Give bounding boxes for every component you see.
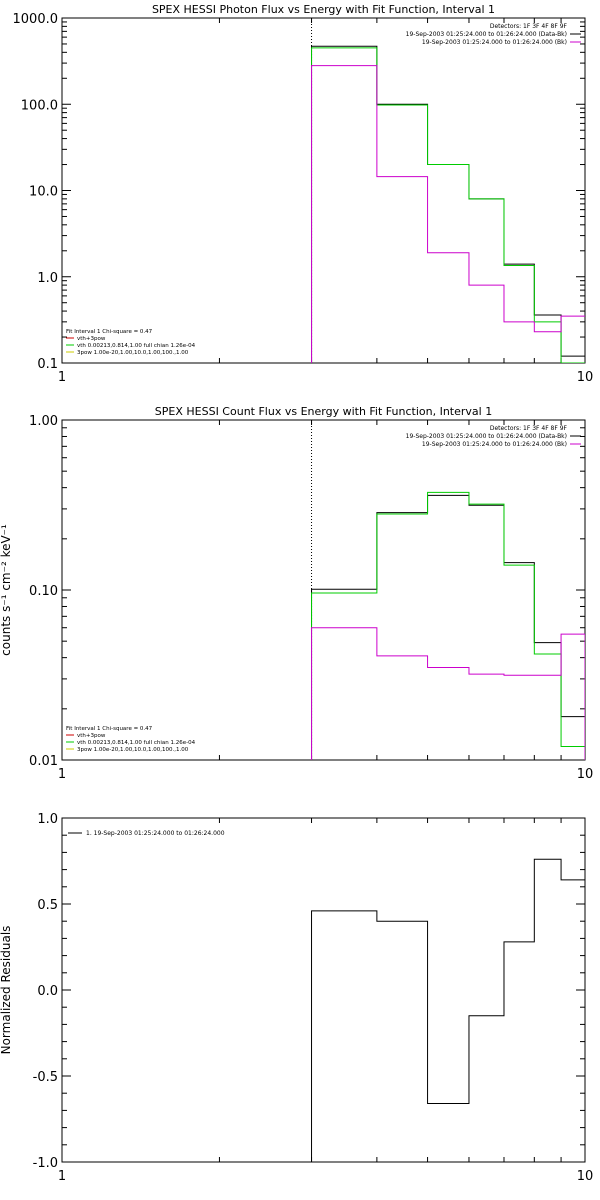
y-tick-label: 0.0 xyxy=(37,984,58,999)
y-tick-label: 0.5 xyxy=(37,898,58,913)
y-tick-label: 0.1 xyxy=(37,357,58,372)
legend-entry: Fit Interval 1 Chi-square = 0.47 xyxy=(66,329,153,335)
legend-entry: 3pow 1.00e-20,1.00,10.0,1.00,100.,1.00 xyxy=(77,747,189,753)
panel-1: SPEX HESSI Photon Flux vs Energy with Fi… xyxy=(13,3,594,385)
legend-entry: vth 0.00213,0.814,1.00 full chian 1.26e-… xyxy=(77,740,196,746)
legend-entry: Detectors: 1F 3F 4F 8F 9F xyxy=(490,23,568,30)
legend-entry: vth+3pow xyxy=(77,336,106,342)
series-1-line xyxy=(311,858,585,1162)
y-tick-label: 1.0 xyxy=(37,271,58,286)
chart-title: SPEX HESSI Count Flux vs Energy with Fit… xyxy=(155,405,492,418)
x-tick-label: 10 xyxy=(577,767,594,782)
series-3-line xyxy=(311,65,585,363)
plot-frame xyxy=(61,17,586,364)
y-axis-label: Normalized Residuals xyxy=(0,926,13,1055)
y-tick-label: 1.0 xyxy=(37,812,58,827)
y-tick-label: -1.0 xyxy=(33,1156,58,1171)
legend-entry: 19-Sep-2003 01:25:24.000 to 01:26:24.000… xyxy=(406,433,567,440)
series-3-line xyxy=(311,627,585,760)
panel-2: SPEX HESSI Count Flux vs Energy with Fit… xyxy=(0,405,593,782)
series-2-line xyxy=(311,47,585,363)
legend-entry: 3pow 1.00e-20,1.00,10.0,1.00,100.,1.00 xyxy=(77,350,189,356)
y-tick-label: 1.00 xyxy=(29,414,58,429)
y-tick-label: 100.0 xyxy=(21,98,58,113)
legend-entry: vth+3pow xyxy=(77,733,106,739)
y-tick-label: -0.5 xyxy=(33,1070,58,1085)
plot-frame xyxy=(61,817,586,1163)
x-tick-label: 1 xyxy=(58,370,66,385)
legend-entry: Detectors: 1F 3F 4F 8F 9F xyxy=(490,425,568,432)
data-layer xyxy=(311,45,585,363)
data-layer xyxy=(311,858,585,1162)
series-1-line xyxy=(311,45,585,363)
plot-frame xyxy=(61,419,586,761)
y-tick-label: 0.01 xyxy=(29,754,58,769)
legend-entry: Fit Interval 1 Chi-square = 0.47 xyxy=(66,726,153,732)
legend-entry: vth 0.00213,0.814,1.00 full chian 1.26e-… xyxy=(77,343,196,349)
legend-entry: 19-Sep-2003 01:25:24.000 to 01:26:24.000… xyxy=(406,31,567,38)
y-tick-label: 10.0 xyxy=(29,185,58,200)
y-tick-label: 0.10 xyxy=(29,584,58,599)
y-axis-label: counts s⁻¹ cm⁻² keV⁻¹ xyxy=(0,524,13,656)
y-tick-label: 1000.0 xyxy=(13,12,59,27)
x-tick-label: 10 xyxy=(577,370,594,385)
panel-3: 1 10 -1.0 -0.5 0.0 0.5 1.0 Normalized Residuals… xyxy=(0,812,593,1184)
x-tick-label: 1 xyxy=(58,1169,66,1184)
x-tick-label: 10 xyxy=(577,1169,594,1184)
legend-entry: 19-Sep-2003 01:25:24.000 to 01:26:24.000… xyxy=(422,441,567,448)
series-2-line xyxy=(311,491,585,760)
data-layer xyxy=(311,491,585,760)
chart-title: SPEX HESSI Photon Flux vs Energy with Fi… xyxy=(152,3,495,16)
legend-entry: 19-Sep-2003 01:25:24.000 to 01:26:24.000… xyxy=(422,39,567,46)
x-tick-label: 1 xyxy=(58,767,66,782)
legend-entry: 1. 19-Sep-2003 01:25:24.000 to 01:26:24.… xyxy=(86,830,225,837)
